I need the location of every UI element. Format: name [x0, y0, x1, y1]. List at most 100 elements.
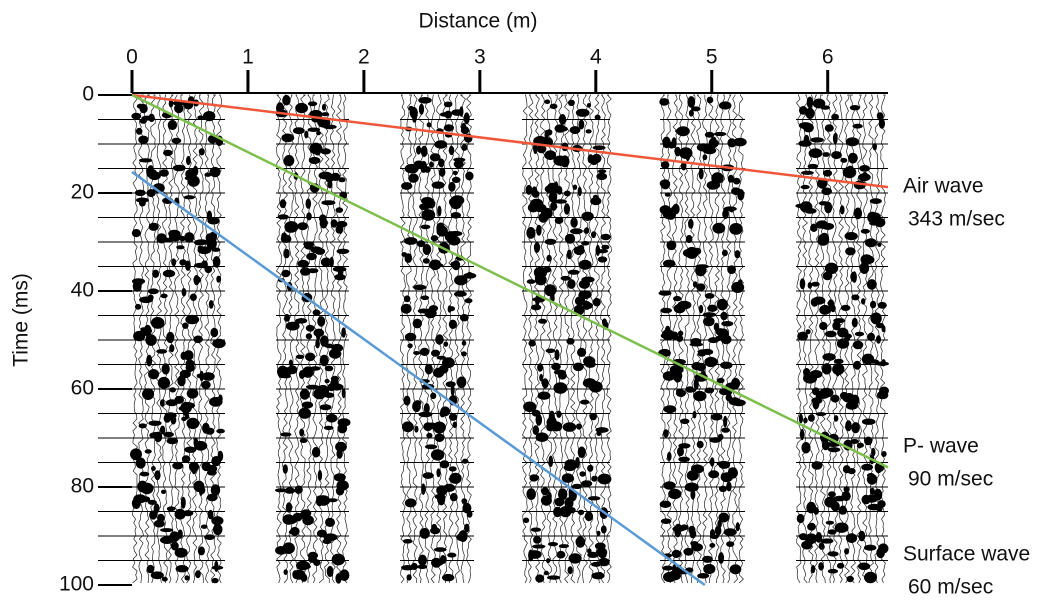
trace-lobe — [424, 444, 438, 450]
trace-lobe — [324, 343, 334, 349]
trace-lobe — [461, 144, 468, 151]
trace-lobe — [800, 170, 814, 175]
trace-lobe — [426, 122, 432, 128]
trace-lobe — [692, 410, 697, 419]
trace-lobe — [704, 387, 715, 394]
trace-lobe — [876, 547, 885, 559]
trace-lobe — [545, 348, 556, 354]
trace-lobe — [560, 275, 571, 281]
trace-lobe — [539, 373, 544, 382]
trace-lobe — [866, 279, 877, 290]
trace-lobe — [150, 317, 165, 329]
trace-lobe — [662, 207, 675, 220]
trace-lobe — [693, 390, 707, 402]
trace-lobe — [554, 217, 564, 224]
trace-lobe — [702, 312, 717, 318]
trace-lobe — [466, 510, 473, 518]
trace-lobe — [840, 505, 846, 510]
trace-lobe — [180, 496, 186, 509]
trace-lobe — [315, 329, 321, 341]
trace-lobe — [659, 98, 670, 106]
trace-lobe — [436, 225, 448, 237]
trace-lobe — [811, 281, 820, 287]
trace-lobe — [401, 565, 415, 571]
trace-lobe — [465, 171, 474, 181]
trace-lobe — [150, 571, 164, 580]
trace-lobe — [305, 324, 315, 332]
trace-lobe — [543, 570, 549, 576]
trace-lobe — [800, 428, 805, 441]
trace-lobe — [306, 212, 312, 221]
trace-lobe — [337, 423, 348, 434]
trace-lobe — [535, 432, 549, 443]
trace-lobe — [179, 369, 191, 379]
trace-lobe — [295, 318, 301, 325]
trace-lobe — [677, 300, 692, 310]
trace-lobe — [422, 244, 432, 255]
trace-lobe — [815, 532, 823, 543]
trace-lobe — [316, 131, 321, 136]
trace-lobe — [803, 123, 814, 133]
y-tick-label: 20 — [71, 181, 94, 204]
trace-lobe — [706, 96, 714, 104]
trace-lobe — [449, 493, 458, 502]
trace-lobe — [535, 574, 545, 583]
trace-lobe — [163, 431, 175, 438]
trace-lobe — [417, 308, 430, 314]
trace-lobe — [819, 321, 828, 331]
trace-lobe — [591, 475, 598, 482]
trace-lobe — [563, 464, 576, 472]
trace-lobe — [711, 139, 719, 148]
trace-lobe — [285, 502, 293, 513]
trace-lobe — [683, 547, 694, 556]
trace-lobe — [526, 488, 536, 500]
trace-lobe — [597, 256, 608, 263]
trace-lobe — [420, 295, 430, 301]
trace-lobe — [846, 575, 854, 583]
trace-lobe — [439, 460, 450, 469]
trace-lobe — [419, 528, 430, 539]
trace-lobe — [329, 256, 334, 268]
trace-lobe — [839, 391, 849, 400]
trace-lobe — [160, 293, 168, 299]
trace-lobe — [536, 144, 547, 154]
trace-lobe — [698, 304, 704, 314]
trace-lobe — [442, 573, 455, 582]
trace-lobe — [662, 371, 676, 381]
y-tick-label: 40 — [71, 279, 94, 302]
trace-lobe — [138, 135, 149, 144]
trace-lobe — [723, 415, 728, 428]
trace-lobe — [808, 148, 823, 159]
trace-lobe — [678, 456, 690, 462]
trace-lobe — [807, 163, 819, 169]
trace — [606, 94, 612, 584]
trace-lobe — [453, 159, 464, 169]
trace-lobe — [572, 184, 578, 190]
trace-lobe — [879, 386, 889, 395]
trace-lobe — [807, 414, 815, 422]
trace-lobe — [582, 378, 597, 388]
trace-lobe — [431, 181, 445, 189]
trace-lobe — [189, 293, 197, 301]
x-axis-title: Distance (m) — [418, 10, 537, 33]
trace-lobe — [845, 533, 858, 543]
trace-lobe — [159, 399, 165, 407]
wave-name: Surface wave — [903, 543, 1030, 566]
trace-lobe — [324, 378, 330, 384]
trace-lobe — [297, 222, 308, 231]
trace-lobe — [856, 442, 862, 449]
trace-lobe — [149, 510, 158, 520]
trace-lobe — [831, 113, 839, 121]
trace-lobe — [284, 487, 296, 494]
trace-lobe — [139, 103, 148, 114]
trace-lobe — [131, 229, 141, 238]
trace-lobe — [447, 305, 452, 313]
trace-lobe — [404, 237, 418, 245]
trace-lobe — [800, 184, 810, 190]
trace-lobe — [403, 295, 411, 303]
trace-lobe — [216, 275, 222, 283]
trace-lobe — [799, 106, 808, 115]
trace-lobe — [168, 99, 174, 108]
trace-lobe — [323, 124, 337, 130]
trace-lobe — [131, 497, 141, 509]
